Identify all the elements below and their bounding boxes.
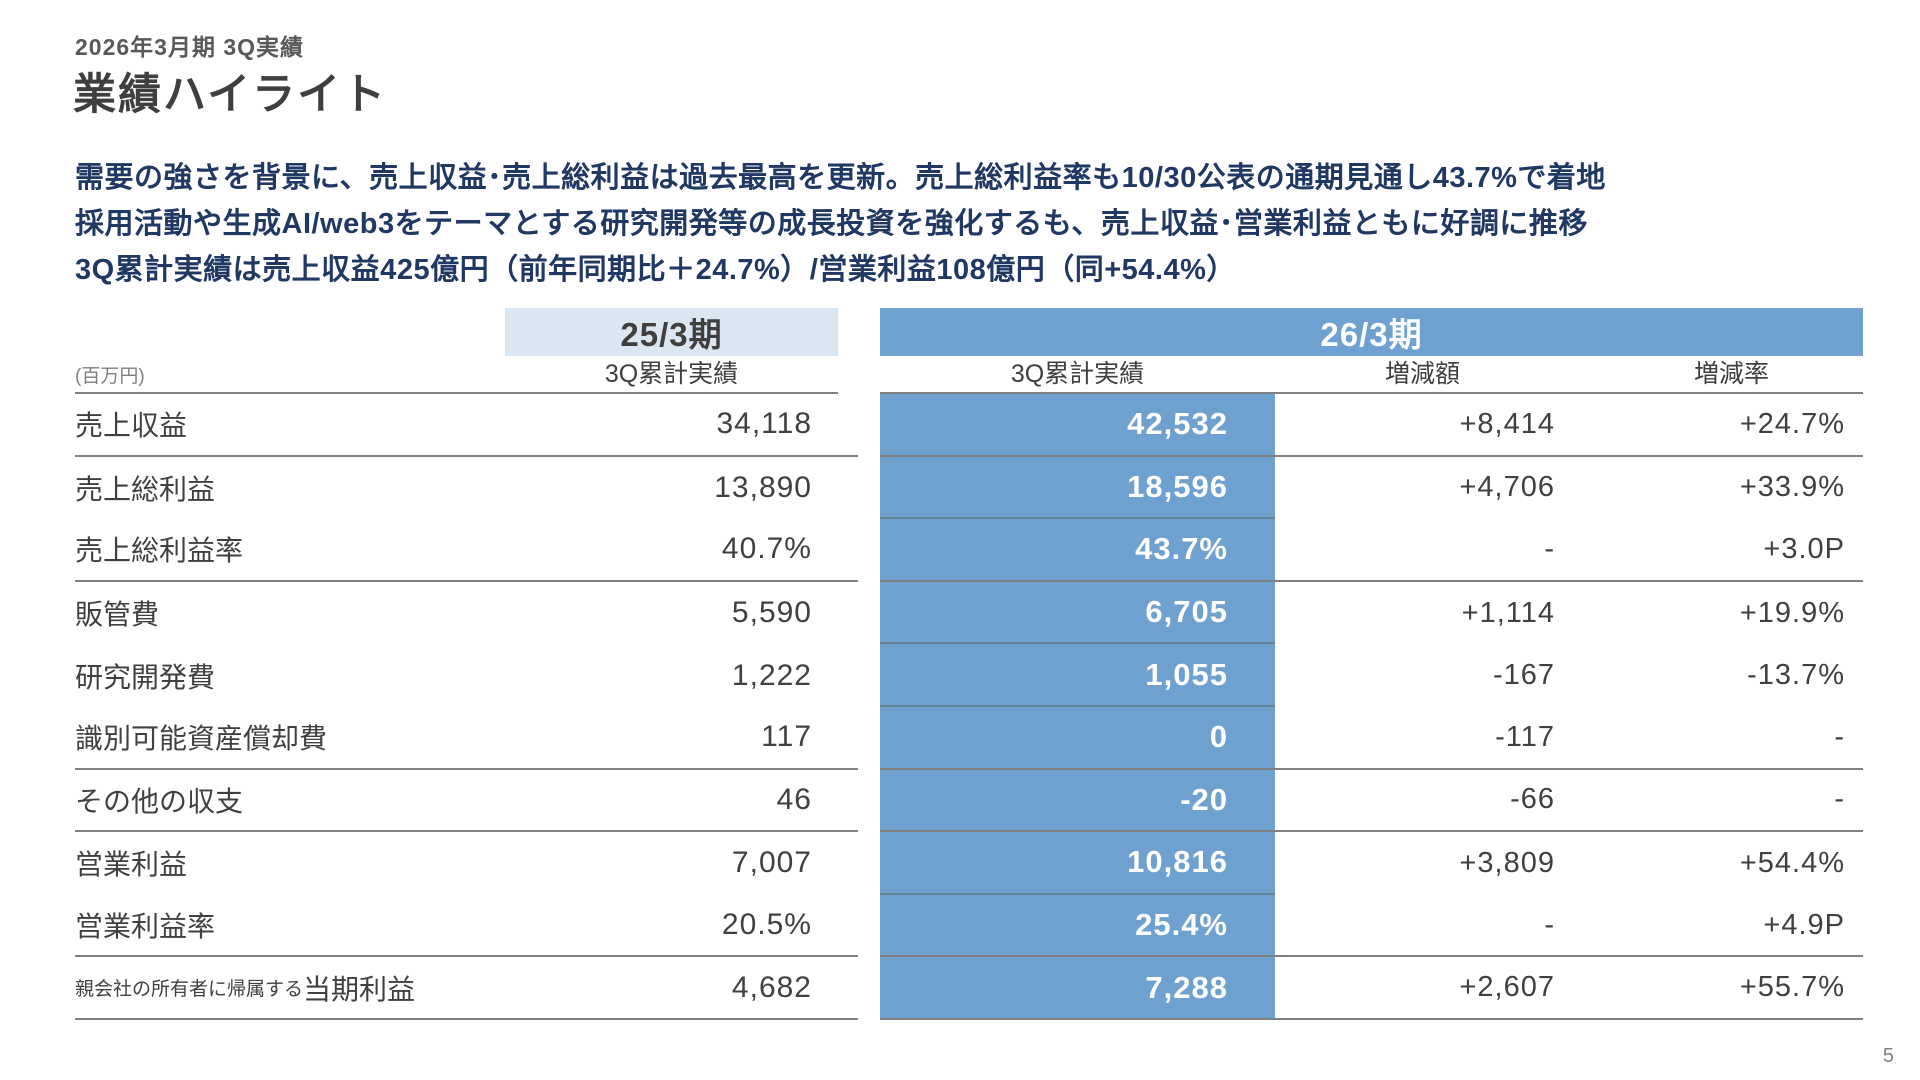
change-amount: -66 [1275, 770, 1570, 833]
change-amount: +3,809 [1459, 846, 1555, 879]
row-label: 親会社の所有者に帰属する 当期利益 [75, 957, 505, 1020]
prev-value: 117 [505, 707, 858, 770]
prev-value: 20.5% [505, 895, 858, 958]
prev-value: 13,890 [714, 470, 812, 504]
table-row-net-profit: 親会社の所有者に帰属する 当期利益 4,682 7,288 +2,607 +55.… [75, 957, 1863, 1020]
results-table: 25/3期 26/3期 (百万円) 3Q累計実績 3Q累計実績 増減額 増減率 … [75, 308, 1863, 1020]
subheader-prev-actual: 3Q累計実績 [505, 352, 838, 394]
column-group-prev-year: 25/3期 [505, 308, 838, 356]
row-label: 研究開発費 [75, 661, 216, 693]
summary-text: 需要の強さを背景に、売上収益･売上総利益は過去最高を更新。売上総利益率も10/3… [75, 155, 1606, 293]
page-number: 5 [1882, 1045, 1894, 1067]
prev-value: 5,590 [731, 596, 812, 630]
change-rate: +3.0P [1570, 519, 1863, 582]
table-row-operating-margin: 営業利益率 20.5% 25.4% - +4.9P [75, 894, 1863, 958]
subheader-change-rate: 増減率 [1570, 352, 1863, 394]
table-row-gross-margin: 売上総利益率 40.7% 43.7% - +3.0P [75, 519, 1863, 582]
summary-line-1: 需要の強さを背景に、売上収益･売上総利益は過去最高を更新。売上総利益率も10/3… [75, 162, 1606, 194]
unit-label: (百万円) [75, 352, 505, 394]
change-rate: +33.9% [1739, 471, 1845, 504]
summary-line-2: 採用活動や生成AI/web3をテーマとする研究開発等の成長投資を強化するも、売上… [75, 208, 1588, 240]
table-row-revenue: 売上収益 34,118 42,532 +8,414 +24.7% [75, 394, 1863, 457]
current-value: 1,055 [880, 644, 1275, 707]
subheader-change-amount: 増減額 [1275, 352, 1570, 394]
row-label: 営業利益 [75, 849, 188, 881]
change-amount: +8,414 [1275, 394, 1570, 457]
prev-value: 4,682 [505, 957, 858, 1020]
row-label: 営業利益率 [75, 895, 505, 958]
prev-value: 7,007 [731, 846, 812, 880]
current-value: 43.7% [880, 519, 1275, 582]
row-label: 販管費 [75, 599, 160, 631]
column-gap [858, 352, 880, 394]
table-header-band: 25/3期 26/3期 [75, 308, 1863, 356]
change-amount: +4,706 [1459, 471, 1555, 504]
prev-value: 40.7% [505, 519, 858, 582]
change-amount: -117 [1275, 707, 1570, 770]
prev-value: 34,118 [505, 394, 858, 457]
change-amount: +1,114 [1461, 596, 1555, 629]
current-value: -20 [880, 769, 1275, 833]
table-row-rnd: 研究開発費 1,222 1,055 -167 -13.7% [75, 644, 1863, 707]
table-row-gross-profit: 売上総利益 13,890 18,596 +4,706 +33.9% [75, 456, 1863, 520]
table-row-sga: 販管費 5,590 6,705 +1,114 +19.9% [75, 581, 1863, 645]
change-rate: - [1570, 707, 1863, 770]
prev-value: 46 [505, 770, 858, 833]
row-label: 識別可能資産償却費 [75, 707, 505, 770]
change-rate: +55.7% [1570, 957, 1863, 1020]
summary-line-3: 3Q累計実績は売上収益425億円（前年同期比＋24.7%）/営業利益108億円（… [75, 254, 1236, 286]
page-title: 業績ハイライト [73, 71, 388, 119]
column-group-current-year: 26/3期 [880, 308, 1863, 356]
change-amount: -167 [1492, 659, 1555, 692]
table-subheader-row: (百万円) 3Q累計実績 3Q累計実績 増減額 増減率 [75, 352, 1863, 394]
current-value: 7,288 [880, 957, 1275, 1020]
current-value: 18,596 [880, 456, 1275, 520]
change-rate: - [1570, 770, 1863, 833]
current-value: 6,705 [880, 581, 1275, 645]
slide-subtitle: 2026年3月期 3Q実績 [75, 34, 305, 60]
change-amount: - [1275, 519, 1570, 582]
table-row-amortization: 識別可能資産償却費 117 0 -117 - [75, 706, 1863, 770]
table-row-operating-profit: 営業利益 7,007 10,816 +3,809 +54.4% [75, 832, 1863, 895]
row-label: 売上収益 [75, 394, 505, 457]
change-rate: +24.7% [1570, 394, 1863, 457]
prev-value: 1,222 [731, 658, 812, 692]
change-rate: +4.9P [1570, 895, 1863, 958]
change-amount: +2,607 [1275, 957, 1570, 1020]
current-value: 0 [880, 706, 1275, 770]
change-rate: +54.4% [1739, 846, 1845, 879]
change-amount: - [1275, 895, 1570, 958]
change-rate: +19.9% [1739, 596, 1845, 629]
current-value: 10,816 [880, 832, 1275, 895]
current-value: 42,532 [880, 394, 1275, 457]
table-row-other: その他の収支 46 -20 -66 - [75, 769, 1863, 833]
current-value: 25.4% [880, 894, 1275, 958]
row-label: 売上総利益率 [75, 519, 505, 582]
change-rate: -13.7% [1747, 659, 1845, 692]
subheader-current-actual: 3Q累計実績 [880, 352, 1275, 394]
row-label: 売上総利益 [75, 473, 216, 505]
row-label: その他の収支 [75, 770, 505, 833]
